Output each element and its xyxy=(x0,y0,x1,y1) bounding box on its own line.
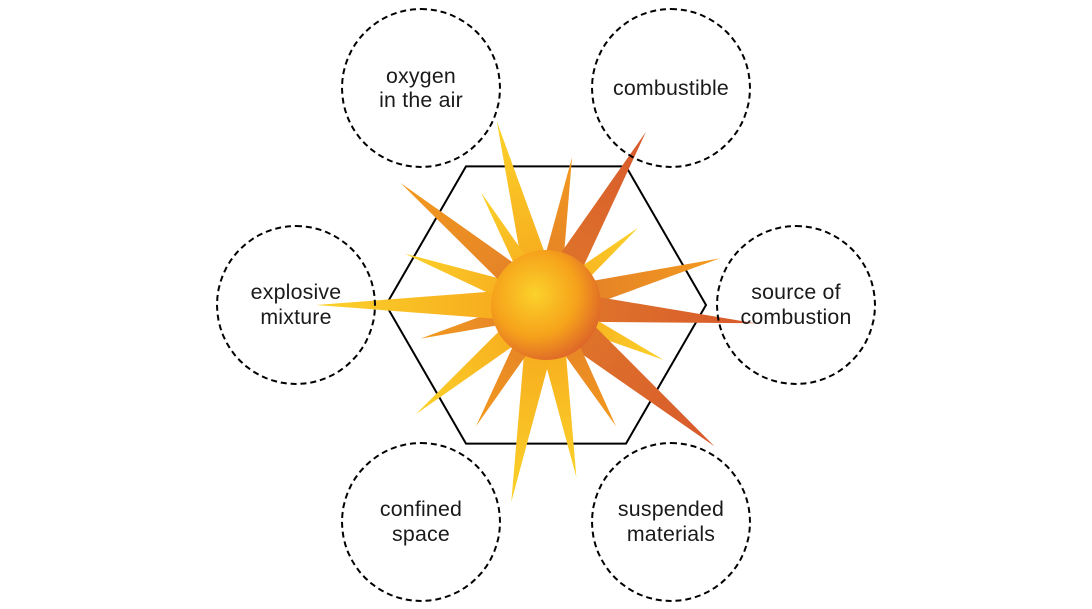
node-combustible: combustible xyxy=(591,8,751,168)
explosion-layer xyxy=(0,0,1092,609)
node-label: source of combustion xyxy=(740,280,851,329)
node-label: suspended materials xyxy=(618,497,724,546)
node-suspended: suspended materials xyxy=(591,442,751,602)
node-label: explosive mixture xyxy=(251,280,342,329)
node-source: source of combustion xyxy=(716,225,876,385)
node-label: confined space xyxy=(380,497,462,546)
node-label: combustible xyxy=(613,76,729,101)
node-confined: confined space xyxy=(341,442,501,602)
explosion-core xyxy=(491,250,601,360)
diagram-stage: oxygen in the air combustible source of co… xyxy=(0,0,1092,609)
node-explosive: explosive mixture xyxy=(216,225,376,385)
node-label: oxygen in the air xyxy=(379,64,463,113)
node-oxygen: oxygen in the air xyxy=(341,8,501,168)
